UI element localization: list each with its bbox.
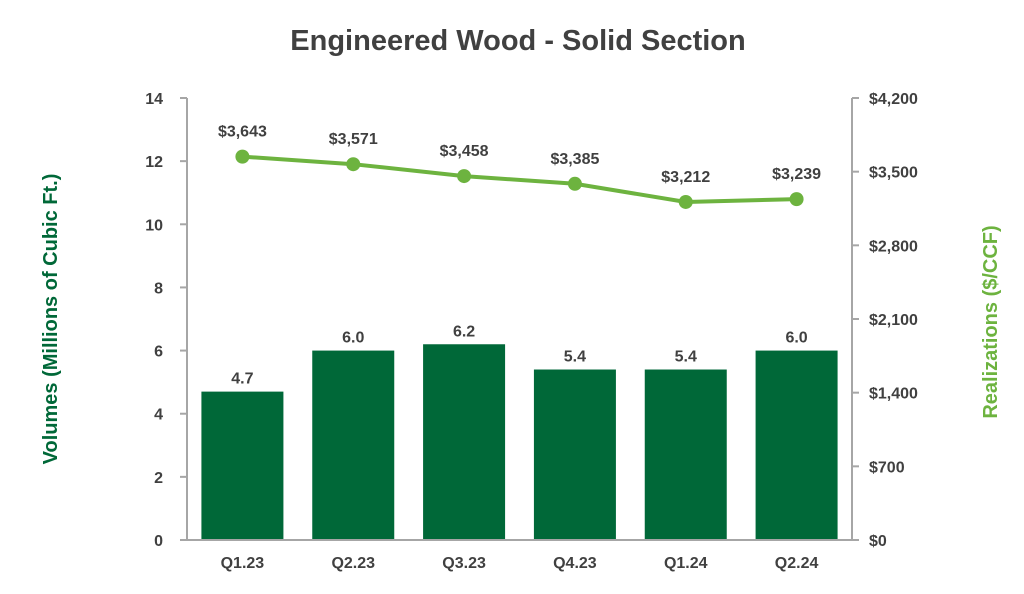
bar-Q2.24 [755,350,838,540]
bar-Q2.23 [312,350,395,540]
bar-value-label: 6.2 [453,323,475,340]
bar-Q1.23 [201,391,284,540]
line-value-label: $3,571 [329,131,378,148]
y2-tick-label: $1,400 [869,386,918,403]
bar-value-label: 6.0 [785,330,807,347]
x-tick-label: Q1.24 [664,555,708,572]
x-tick-label: Q2.24 [775,555,819,572]
y2-tick-label: $2,800 [869,238,918,255]
line-value-label: $3,239 [772,166,821,183]
y-tick-label: 0 [154,533,163,550]
x-tick-label: Q1.23 [221,555,265,572]
line-value-label: $3,643 [218,124,267,141]
y-tick-label: 14 [145,91,163,108]
bar-Q4.23 [533,369,616,540]
y-tick-label: 4 [154,407,163,424]
line-point-Q1.24 [678,194,693,209]
line-point-Q4.23 [567,176,582,191]
y2-tick-label: $0 [869,533,887,550]
line-value-label: $3,458 [440,143,489,160]
bar-value-label: 5.4 [675,349,697,366]
y2-axis-label: Realizations ($/CCF) [980,225,1002,418]
realizations-line [242,154,797,204]
y-tick-label: 8 [154,280,163,297]
line-point-Q3.23 [457,169,472,184]
line-point-Q2.24 [789,192,804,207]
line-value-label: $3,385 [550,151,599,168]
y2-tick-label: $2,100 [869,312,918,329]
chart-title: Engineered Wood - Solid Section [290,25,745,57]
bar-Q3.23 [423,344,506,540]
bar-value-label: 6.0 [342,330,364,347]
x-tick-label: Q2.23 [331,555,375,572]
x-tick-label: Q4.23 [553,555,597,572]
y-tick-label: 6 [154,344,163,361]
bar-value-label: 5.4 [564,349,586,366]
y-tick-label: 10 [145,217,163,234]
y2-tick-label: $4,200 [869,91,918,108]
y-tick-label: 12 [145,154,163,171]
line-point-Q1.23 [235,149,250,164]
y2-tick-label: $700 [869,459,905,476]
bar-Q1.24 [644,369,727,540]
line-value-label: $3,212 [661,169,710,186]
y-tick-label: 2 [154,470,163,487]
y2-tick-label: $3,500 [869,165,918,182]
line-point-Q2.23 [346,157,361,172]
x-tick-label: Q3.23 [442,555,486,572]
y-axis-label: Volumes (Millions of Cubic Ft.) [40,174,62,465]
bar-value-label: 4.7 [231,371,253,388]
